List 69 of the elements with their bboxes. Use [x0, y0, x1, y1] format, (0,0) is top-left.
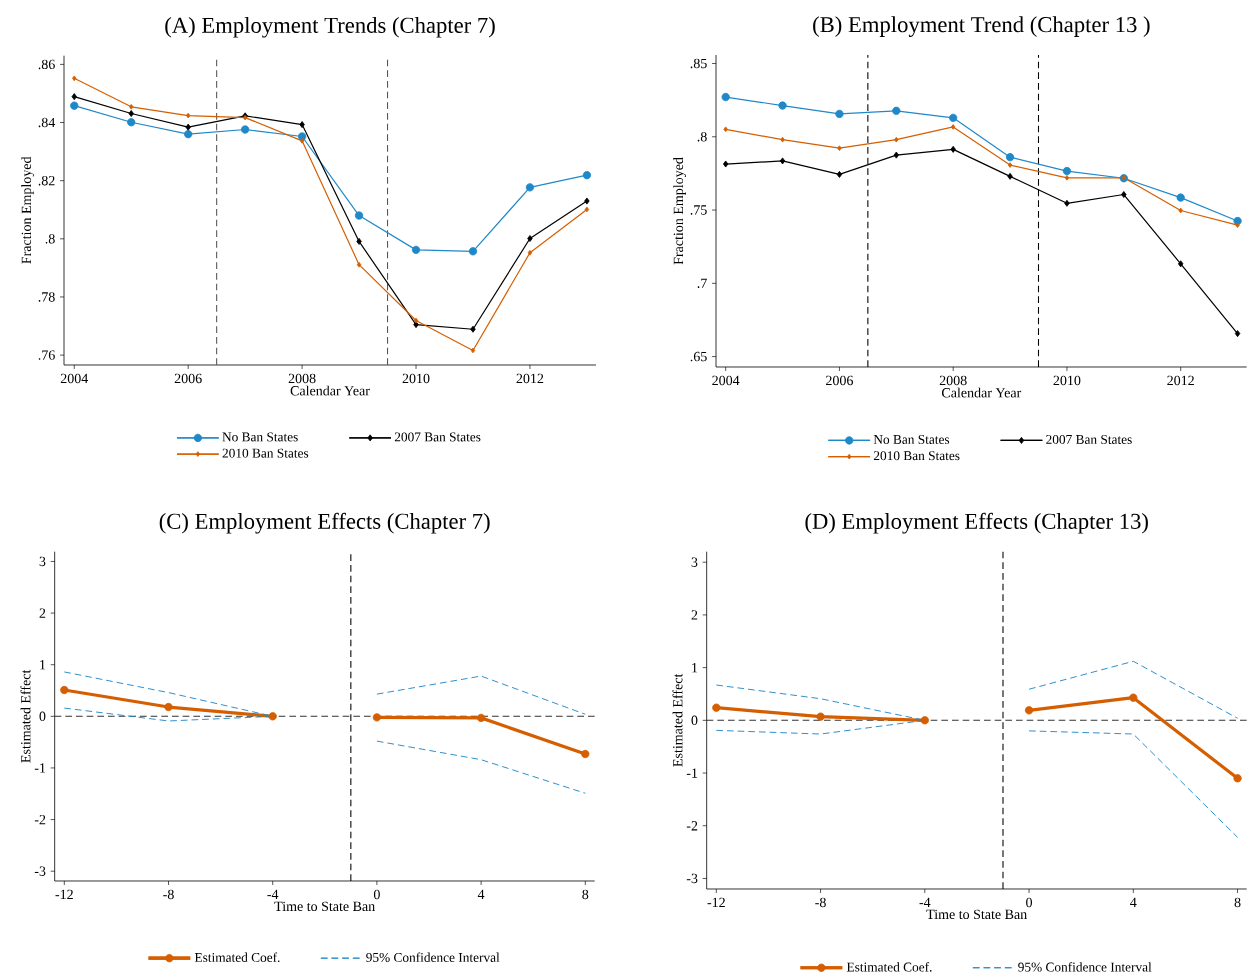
y-tick-label: 1 — [40, 660, 46, 670]
x-tick-label: 2012 — [516, 373, 544, 384]
y-tick-label: .75 — [690, 205, 707, 215]
legend-label: 95% Confidence Interval — [1018, 962, 1152, 972]
y-tick-label: .82 — [38, 176, 55, 186]
y-tick-label: 3 — [39, 556, 46, 567]
x-axis-title: Calendar Year — [941, 387, 1022, 398]
x-tick-label: -4 — [267, 889, 279, 900]
legend-label: No Ban States — [873, 435, 950, 445]
chart-title: (D) Employment Effects (Chapter 13) — [805, 512, 1148, 534]
y-tick-label: -2 — [686, 821, 698, 831]
x-tick-label: 8 — [582, 889, 589, 900]
y-tick-label: -1 — [686, 768, 698, 778]
y-tick-label: .8 — [45, 234, 55, 244]
y-tick-label: .7 — [697, 278, 707, 289]
x-tick-label: 0 — [373, 889, 380, 900]
y-tick-label: .65 — [690, 351, 707, 362]
y-tick-label: -2 — [34, 815, 46, 825]
chart-title: (B) Employment Trend (Chapter 13 ) — [813, 16, 1150, 38]
y-axis-title: Estimated Effect — [20, 669, 31, 763]
x-axis-title: Time to State Ban — [926, 909, 1027, 920]
y-tick-label: .86 — [38, 59, 55, 70]
chart-title: (A) Employment Trends (Chapter 7) — [165, 17, 495, 38]
y-axis-title: Fraction Employed — [21, 156, 34, 264]
y-tick-label: .78 — [38, 292, 55, 302]
x-tick-label: -8 — [163, 889, 174, 900]
x-tick-label: -4 — [919, 897, 931, 908]
legend-label: Estimated Coef. — [846, 962, 932, 972]
legend-label: No Ban States — [222, 432, 298, 442]
y-tick-label: .84 — [38, 117, 56, 128]
x-tick-label: 2010 — [402, 373, 430, 384]
legend-label: 2010 Ban States — [873, 451, 960, 461]
y-tick-label: 3 — [691, 557, 698, 568]
x-tick-label: 8 — [1234, 897, 1241, 908]
x-tick-label: 2010 — [1053, 375, 1081, 386]
y-tick-label: .8 — [697, 132, 707, 142]
legend-label: Estimated Coef. — [194, 952, 280, 963]
legend-label: 2010 Ban States — [222, 448, 309, 458]
x-tick-label: 0 — [1026, 897, 1033, 908]
y-tick-label: -3 — [686, 873, 698, 884]
x-tick-label: -12 — [707, 897, 725, 908]
y-tick-label: 1 — [692, 663, 698, 673]
legend-label: 2007 Ban States — [394, 432, 481, 442]
y-tick-label: .76 — [38, 350, 55, 360]
x-tick-label: 2012 — [1167, 375, 1194, 386]
y-axis-title: Fraction Employed — [673, 157, 686, 265]
y-tick-label: -3 — [34, 866, 46, 877]
x-tick-label: -8 — [815, 897, 826, 908]
y-tick-label: 0 — [691, 715, 698, 726]
x-tick-label: 2004 — [712, 375, 740, 386]
legend-label: 2007 Ban States — [1046, 435, 1132, 445]
x-axis-title: Calendar Year — [290, 385, 370, 396]
x-tick-label: 2008 — [288, 373, 316, 384]
x-tick-label: 4 — [477, 889, 485, 900]
y-tick-label: 2 — [691, 610, 698, 620]
y-tick-label: 0 — [39, 711, 46, 722]
y-tick-label: 2 — [39, 608, 46, 618]
legend-label: 95% Confidence Interval — [366, 952, 500, 963]
x-tick-label: 4 — [1130, 897, 1137, 908]
x-tick-label: 2006 — [174, 373, 202, 384]
chart-title: (C) Employment Effects (Chapter 7) — [159, 512, 490, 534]
y-tick-label: .85 — [690, 58, 707, 69]
x-axis-title: Time to State Ban — [274, 901, 375, 912]
y-tick-label: -1 — [34, 763, 46, 773]
y-axis-title: Estimated Effect — [672, 673, 683, 767]
x-tick-label: 2008 — [939, 375, 967, 386]
x-tick-label: 2004 — [60, 373, 89, 384]
x-tick-label: 2006 — [826, 375, 854, 386]
x-tick-label: -12 — [55, 889, 73, 900]
